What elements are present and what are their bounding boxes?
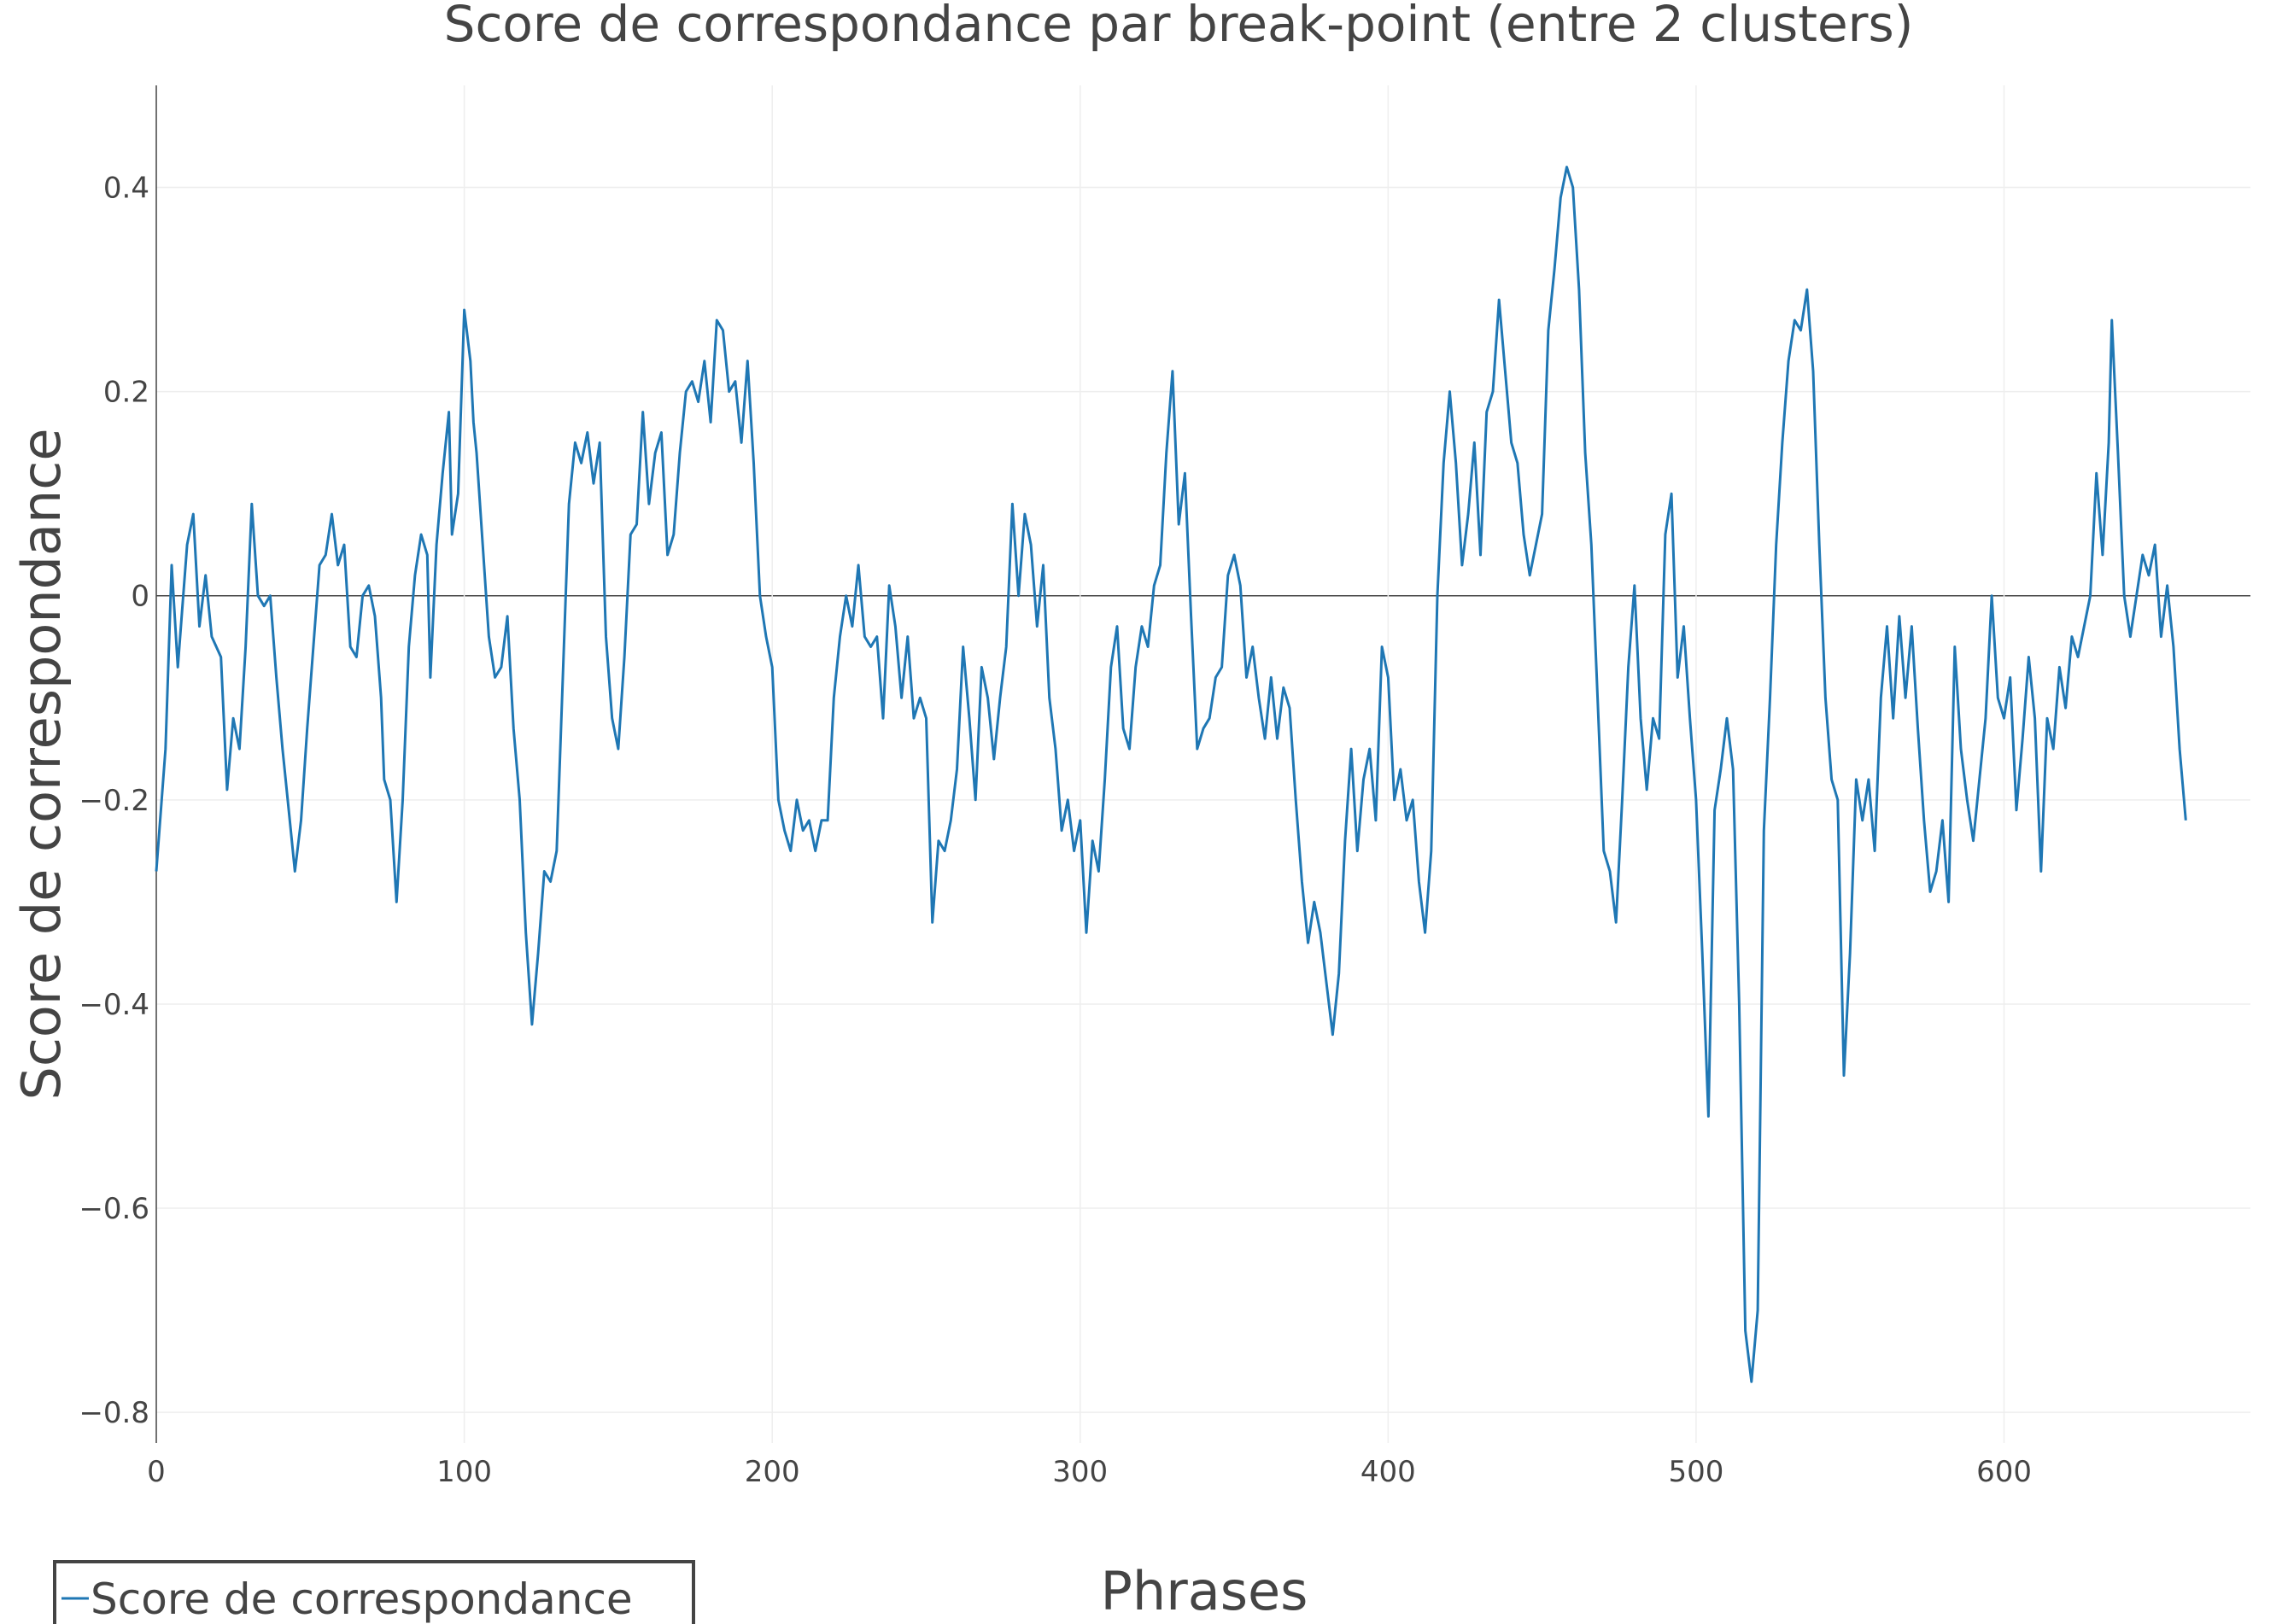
y-tick-label: −0.2 (79, 784, 149, 818)
legend-label: Score de correspondance (91, 1574, 633, 1624)
x-tick-label: 300 (1052, 1455, 1108, 1489)
y-tick-label: −0.8 (79, 1396, 149, 1430)
x-tick-label: 100 (436, 1455, 492, 1489)
chart-title: Score de correspondance par break-point … (444, 0, 1914, 53)
y-axis-title: Score de correspondance (10, 428, 73, 1100)
x-tick-label: 200 (745, 1455, 800, 1489)
y-tick-label: 0.4 (103, 172, 149, 206)
x-tick-label: 400 (1361, 1455, 1416, 1489)
gridlines (156, 85, 2250, 1443)
legend[interactable]: Score de correspondance (53, 1560, 695, 1624)
x-tick-label: 600 (1976, 1455, 2032, 1489)
x-tick-label: 500 (1668, 1455, 1723, 1489)
x-axis-title: Phrases (1101, 1560, 1308, 1622)
y-tick-label: −0.6 (79, 1192, 149, 1226)
y-tick-label: −0.4 (79, 988, 149, 1022)
legend-box (53, 1560, 695, 1624)
y-axis-ticks: −0.8 −0.6 −0.4 −0.2 0 0.2 0.4 (79, 172, 149, 1431)
series-line-score (155, 166, 2187, 1383)
y-tick-label: 0.2 (103, 376, 149, 410)
y-tick-label: 0 (131, 580, 149, 614)
x-tick-label: 0 (147, 1455, 166, 1489)
x-axis-ticks: 0 100 200 300 400 500 600 (147, 1455, 2032, 1489)
